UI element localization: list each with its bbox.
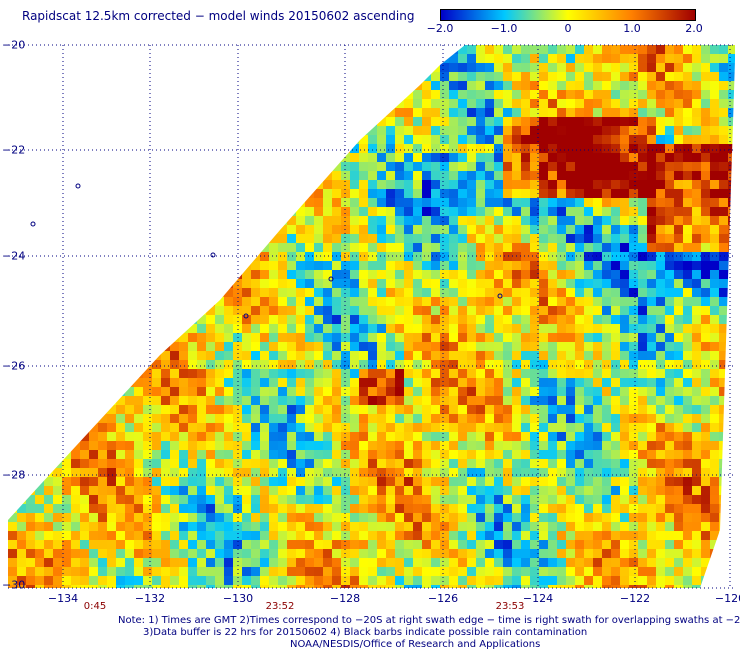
colorbar — [440, 9, 696, 21]
island-outline — [30, 221, 36, 227]
islands — [30, 183, 503, 319]
swath-time-label: 23:53 — [495, 601, 525, 612]
lat-lon-grid — [8, 44, 735, 589]
lat-label: −30 — [2, 578, 26, 592]
lon-label: −132 — [134, 592, 166, 605]
lon-label: −128 — [329, 592, 361, 605]
lon-label: −126 — [427, 592, 459, 605]
footnote-line-2: 3)Data buffer is 22 hrs for 20150602 4) … — [143, 627, 588, 638]
swath-time-label: 0:45 — [83, 601, 107, 612]
island-outline — [243, 313, 249, 319]
lon-label: −122 — [619, 592, 651, 605]
colorbar-tick-label: −2.0 — [426, 22, 454, 35]
lon-label: −124 — [522, 592, 554, 605]
colorbar-tick-label: 2.0 — [685, 22, 703, 35]
lon-label: −120 — [714, 592, 740, 605]
island-outline — [75, 183, 81, 189]
footnote-line-1: Note: 1) Times are GMT 2)Times correspon… — [118, 615, 740, 626]
wind-difference-swath — [8, 45, 735, 588]
lat-label: −20 — [2, 38, 26, 52]
lon-label: −130 — [222, 592, 254, 605]
lat-label: −24 — [2, 249, 26, 263]
footnote-credit: NOAA/NESDIS/Office of Research and Appli… — [290, 639, 541, 650]
island-outline — [210, 252, 216, 258]
swath-time-label: 23:52 — [265, 601, 295, 612]
lon-label: −134 — [47, 592, 79, 605]
island-outline — [497, 293, 503, 299]
lat-label: −26 — [2, 359, 26, 373]
colorbar-tick-label: −1.0 — [490, 22, 518, 35]
chart-title: Rapidscat 12.5km corrected − model winds… — [22, 9, 415, 23]
lat-label: −22 — [2, 143, 26, 157]
island-outline — [328, 276, 334, 282]
lat-label: −28 — [2, 468, 26, 482]
colorbar-tick-label: 0 — [564, 22, 572, 35]
colorbar-tick-label: 1.0 — [623, 22, 641, 35]
